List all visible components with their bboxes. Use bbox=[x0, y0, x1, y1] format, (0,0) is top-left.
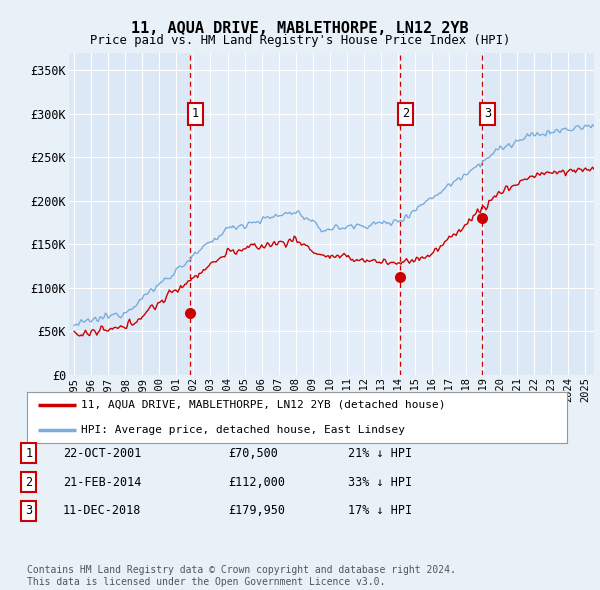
Text: Price paid vs. HM Land Registry's House Price Index (HPI): Price paid vs. HM Land Registry's House … bbox=[90, 34, 510, 47]
Text: £112,000: £112,000 bbox=[228, 476, 285, 489]
Text: 11, AQUA DRIVE, MABLETHORPE, LN12 2YB (detached house): 11, AQUA DRIVE, MABLETHORPE, LN12 2YB (d… bbox=[81, 400, 445, 410]
Text: HPI: Average price, detached house, East Lindsey: HPI: Average price, detached house, East… bbox=[81, 425, 405, 435]
Text: 21-FEB-2014: 21-FEB-2014 bbox=[63, 476, 142, 489]
Text: 17% ↓ HPI: 17% ↓ HPI bbox=[348, 504, 412, 517]
Text: 3: 3 bbox=[25, 504, 32, 517]
Text: £70,500: £70,500 bbox=[228, 447, 278, 460]
Text: 11-DEC-2018: 11-DEC-2018 bbox=[63, 504, 142, 517]
Text: Contains HM Land Registry data © Crown copyright and database right 2024.
This d: Contains HM Land Registry data © Crown c… bbox=[27, 565, 456, 587]
Text: £179,950: £179,950 bbox=[228, 504, 285, 517]
Bar bbox=[190, 53, 482, 375]
Text: 1: 1 bbox=[25, 447, 32, 460]
Text: 1: 1 bbox=[192, 107, 199, 120]
Text: 3: 3 bbox=[484, 107, 491, 120]
Text: 22-OCT-2001: 22-OCT-2001 bbox=[63, 447, 142, 460]
Text: 2: 2 bbox=[402, 107, 409, 120]
Text: 11, AQUA DRIVE, MABLETHORPE, LN12 2YB: 11, AQUA DRIVE, MABLETHORPE, LN12 2YB bbox=[131, 21, 469, 35]
Text: 21% ↓ HPI: 21% ↓ HPI bbox=[348, 447, 412, 460]
Text: 33% ↓ HPI: 33% ↓ HPI bbox=[348, 476, 412, 489]
Text: 2: 2 bbox=[25, 476, 32, 489]
